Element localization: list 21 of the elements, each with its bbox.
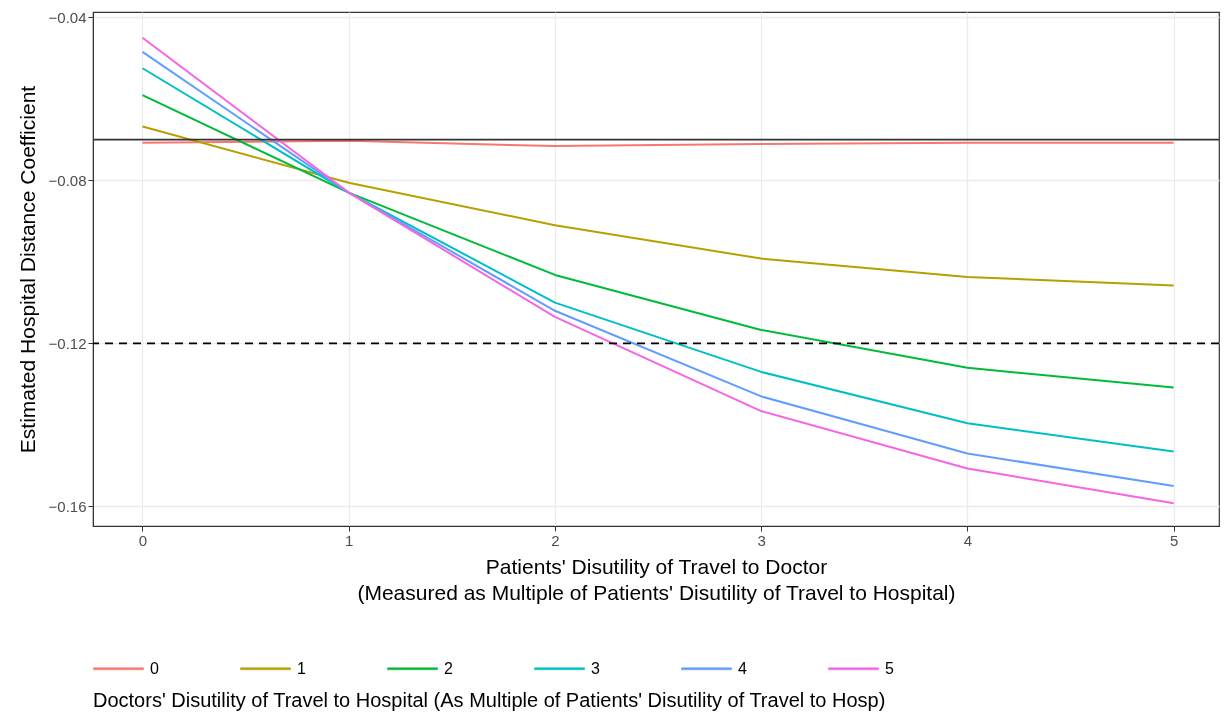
legend-label: 0	[150, 659, 159, 677]
y-axis-title: Estimated Hospital Distance Coefficient	[15, 85, 39, 454]
x-tick-label: 5	[1169, 531, 1179, 549]
legend-title: Doctors' Disutility of Travel to Hospital (As Multiple of Patients' Disutility of Travel to Hosp)	[93, 689, 886, 711]
y-tick-label: −0.08	[48, 171, 87, 189]
y-tick-label: −0.16	[48, 497, 87, 515]
line-series	[141, 125, 1175, 287]
x-tick-label: 1	[345, 531, 354, 549]
legend-label: 1	[297, 659, 306, 677]
y-tick-label: −0.12	[48, 334, 87, 352]
legend-label: 2	[444, 659, 453, 677]
legend-label: 5	[885, 659, 894, 677]
x-tick-label: 2	[551, 531, 560, 549]
x-axis-title: Patients' Disutility of Travel to Doctor (Measured as Multiple of Patients' Disutility of Travel to Hospital)	[357, 554, 956, 604]
y-tick-label: −0.04	[48, 8, 87, 26]
line-series	[141, 94, 1175, 389]
x-tick-label: 0	[138, 531, 148, 549]
legend-label: 4	[738, 659, 747, 677]
x-tick-label: 3	[757, 531, 766, 549]
x-tick-label: 4	[963, 531, 973, 549]
legend-label: 3	[591, 659, 600, 677]
